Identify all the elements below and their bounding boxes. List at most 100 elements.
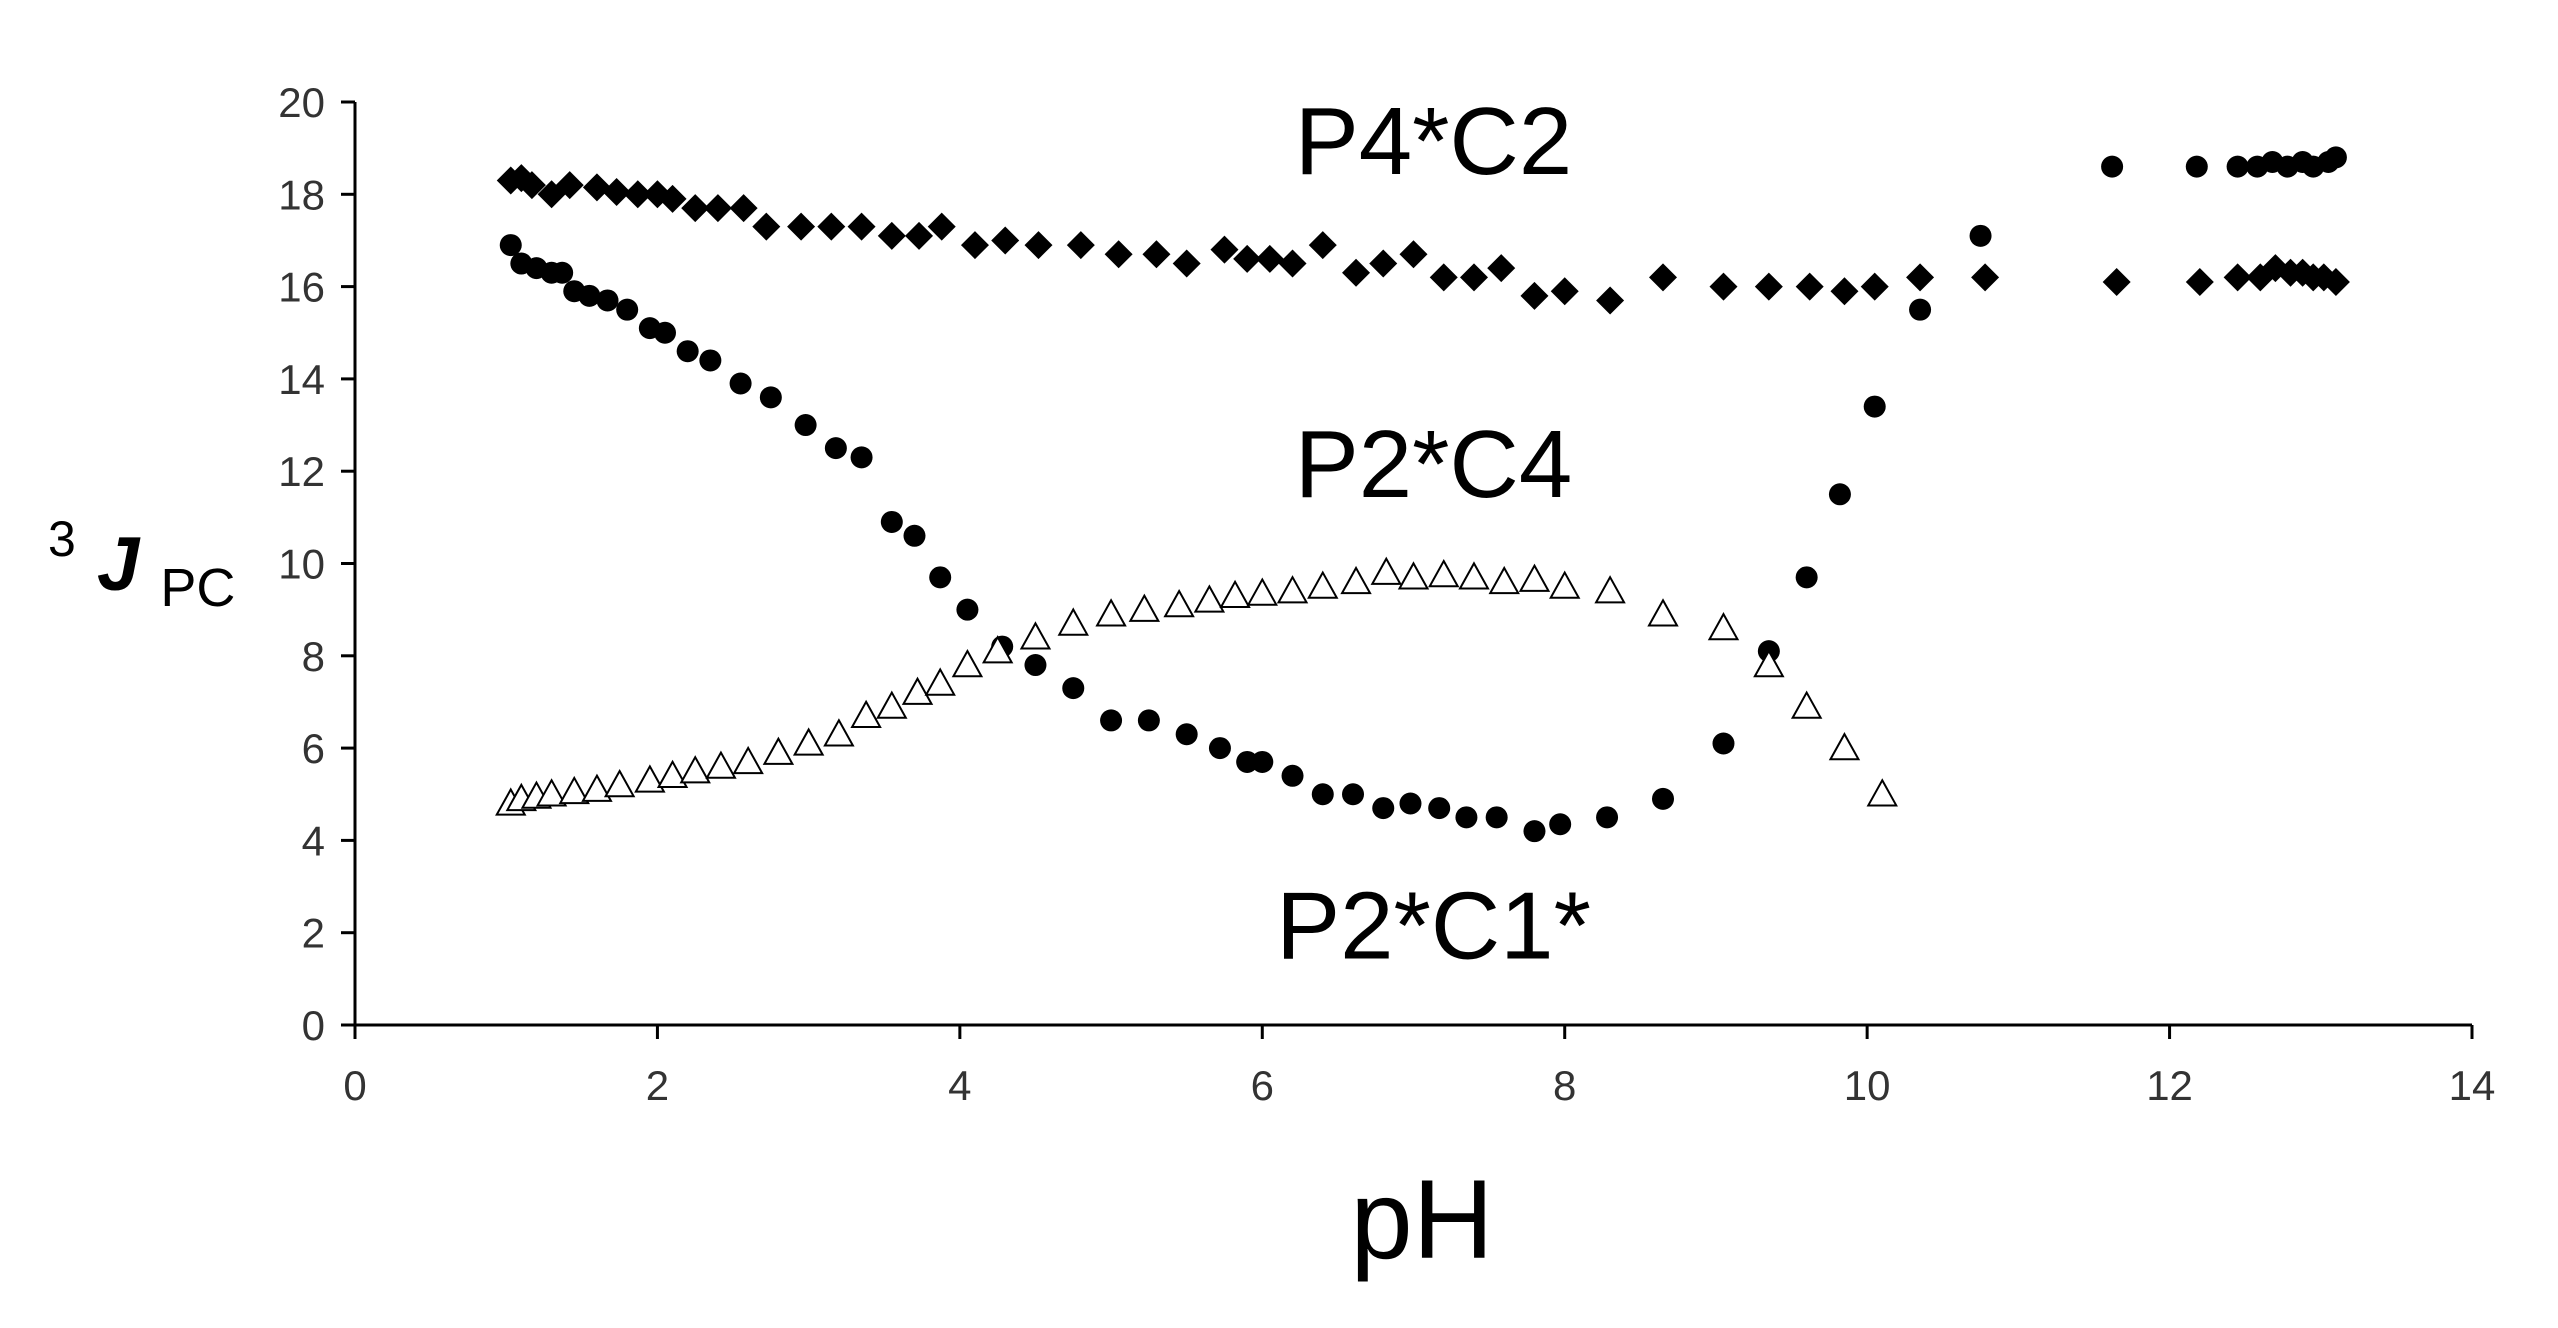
point-p2-c1 <box>1281 764 1304 787</box>
point-p2-c1 <box>1969 224 1992 247</box>
point-p2-c4 <box>535 778 568 807</box>
series-p2-c4 <box>495 556 1898 816</box>
y-axis-title-main: J <box>97 522 141 607</box>
point-p2-c4 <box>1707 612 1740 641</box>
point-p2-c1 <box>1549 813 1572 836</box>
point-p2-c1 <box>1652 787 1675 810</box>
point-p2-c4 <box>981 635 1014 664</box>
point-p4-c2 <box>1369 249 1398 278</box>
point-p4-c2 <box>1024 231 1053 260</box>
point-p2-c1 <box>1596 806 1619 829</box>
point-p2-c1 <box>880 510 903 533</box>
x-tick-label: 4 <box>948 1062 971 1109</box>
point-p2-c1 <box>616 298 639 321</box>
x-axis-title: pH <box>1350 1157 1493 1282</box>
point-p4-c2 <box>1830 277 1859 306</box>
point-p4-c2 <box>681 194 710 223</box>
point-p2-c4 <box>679 755 711 784</box>
point-p2-c1 <box>1863 395 1886 418</box>
point-p4-c2 <box>1520 281 1549 310</box>
label-p2c1: P2*C1* <box>1276 872 1591 979</box>
point-p4-c2 <box>960 231 989 260</box>
point-p2-c1 <box>699 349 722 372</box>
y-tick-label: 0 <box>302 1002 325 1049</box>
point-p4-c2 <box>1596 286 1625 315</box>
x-tick-label: 8 <box>1553 1062 1576 1109</box>
point-p2-c1 <box>1455 806 1478 829</box>
point-p4-c2 <box>517 171 546 200</box>
point-p2-c1 <box>1175 723 1198 746</box>
point-p2-c1 <box>1372 797 1395 820</box>
point-p4-c2 <box>1255 244 1284 273</box>
point-p2-c4 <box>1095 598 1127 627</box>
y-tick-label: 12 <box>278 448 325 495</box>
point-p4-c2 <box>1210 235 1239 264</box>
point-p2-c4 <box>732 745 764 775</box>
point-p2-c1 <box>1909 298 1932 321</box>
point-p2-c1 <box>956 598 979 621</box>
point-p2-c4 <box>1549 570 1581 599</box>
point-p2-c4 <box>705 750 737 779</box>
point-p4-c2 <box>1066 231 1095 260</box>
point-p4-c2 <box>703 194 732 223</box>
point-p4-c2 <box>1795 272 1824 301</box>
point-p4-c2 <box>1649 263 1678 292</box>
point-p2-c4 <box>1753 648 1785 678</box>
point-p4-c2 <box>1971 263 2000 292</box>
point-p2-c4 <box>1193 584 1226 613</box>
point-p4-c2 <box>555 171 584 200</box>
point-p2-c1 <box>1024 654 1047 677</box>
point-p2-c4 <box>1790 690 1823 719</box>
point-p2-c1 <box>1236 750 1259 773</box>
point-p2-c1 <box>1712 732 1735 755</box>
y-tick-label: 10 <box>278 541 325 588</box>
point-p2-c4 <box>1163 588 1195 618</box>
x-tick-label: 2 <box>646 1062 669 1109</box>
point-p4-c2 <box>1172 249 1201 278</box>
point-p2-c1 <box>2101 155 2124 178</box>
point-p2-c4 <box>1828 732 1861 761</box>
point-p2-c4 <box>850 699 882 728</box>
point-p2-c1 <box>1251 750 1274 773</box>
point-p2-c1 <box>1485 806 1508 829</box>
y-axis-title-superscript: 3 <box>48 511 76 567</box>
point-p2-c4 <box>1307 570 1339 599</box>
point-p2-c1 <box>676 340 699 363</box>
point-p2-c1 <box>2185 155 2208 178</box>
point-p4-c2 <box>1342 258 1371 287</box>
point-p2-c1 <box>1428 797 1451 820</box>
point-p2-c4 <box>823 718 855 747</box>
point-p2-c1 <box>1137 709 1160 732</box>
point-p4-c2 <box>905 221 934 250</box>
point-p2-c4 <box>634 764 666 793</box>
series-p4-c2 <box>496 164 2350 315</box>
point-p2-c1 <box>929 566 952 589</box>
point-p2-c4 <box>1397 561 1430 590</box>
point-p2-c1 <box>794 414 817 437</box>
point-p4-c2 <box>847 212 876 241</box>
point-p4-c2 <box>2102 267 2131 296</box>
point-p2-c4 <box>1246 577 1278 606</box>
point-p4-c2 <box>582 173 611 202</box>
point-p2-c4 <box>1458 561 1490 590</box>
point-p2-c1 <box>1311 783 1334 806</box>
x-tick-label: 0 <box>343 1062 366 1109</box>
point-p2-c1 <box>1342 783 1365 806</box>
point-p2-c4 <box>876 690 908 719</box>
point-p2-c4 <box>1488 565 1520 595</box>
point-p2-c4 <box>1518 563 1551 592</box>
label-p4c2: P4*C2 <box>1295 88 1573 195</box>
point-p2-c1 <box>1795 566 1818 589</box>
point-p4-c2 <box>623 180 652 209</box>
point-p2-c4 <box>656 759 689 788</box>
point-p2-c4 <box>581 773 613 802</box>
point-p4-c2 <box>1104 240 1133 269</box>
y-tick-label: 18 <box>278 171 325 218</box>
point-p4-c2 <box>1487 254 1516 283</box>
point-p2-c4 <box>1219 579 1251 609</box>
point-p2-c4 <box>762 736 795 765</box>
point-p4-c2 <box>1429 263 1458 292</box>
point-p2-c1 <box>850 446 873 469</box>
point-p2-c4 <box>558 775 590 805</box>
point-p4-c2 <box>817 212 846 241</box>
